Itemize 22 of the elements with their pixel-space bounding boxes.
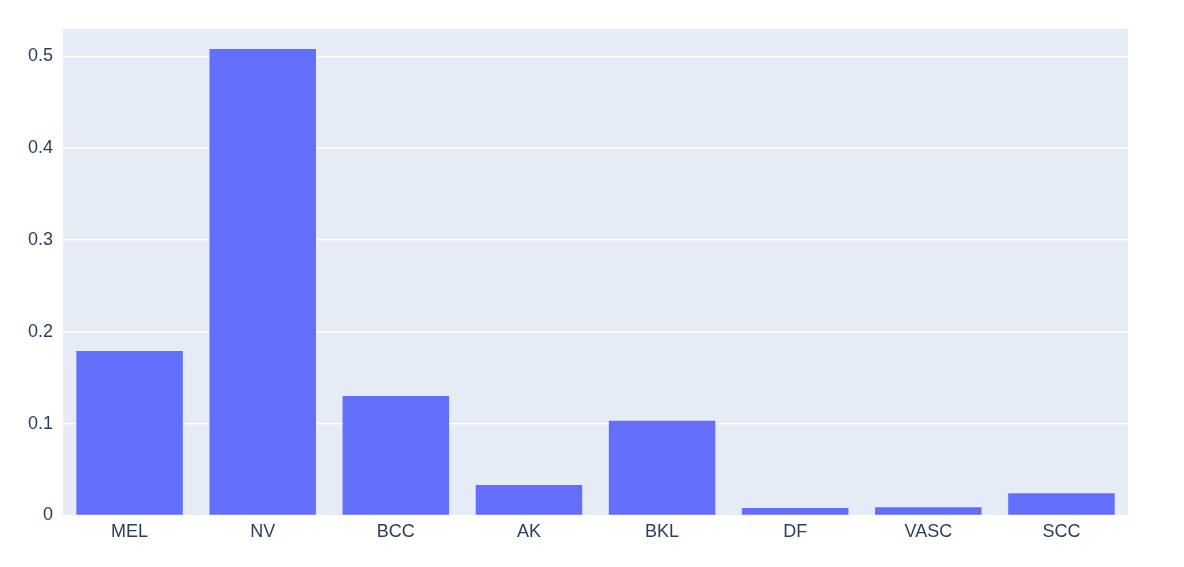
x-tick-label: MEL bbox=[111, 521, 149, 542]
y-tick-label: 0.4 bbox=[27, 137, 54, 158]
bar bbox=[475, 485, 583, 515]
bar bbox=[76, 351, 183, 515]
x-tick-label: DF bbox=[783, 521, 808, 542]
x-tick-label: BKL bbox=[645, 521, 680, 542]
y-tick-label: 0.2 bbox=[27, 320, 54, 341]
bar bbox=[875, 507, 982, 515]
y-tick-label: 0.1 bbox=[27, 412, 54, 433]
x-tick-label: BCC bbox=[376, 521, 415, 542]
bar bbox=[608, 420, 716, 515]
bar bbox=[1008, 493, 1115, 515]
y-tick-label: 0 bbox=[43, 504, 54, 525]
y-tick-label: 0.5 bbox=[27, 45, 54, 66]
x-tick-label: AK bbox=[516, 521, 541, 542]
bar bbox=[342, 396, 450, 515]
bar bbox=[741, 508, 849, 515]
x-tick-label: SCC bbox=[1042, 521, 1081, 542]
x-tick-label: NV bbox=[250, 521, 276, 542]
y-tick-label: 0.3 bbox=[27, 228, 54, 249]
x-tick-label: VASC bbox=[904, 521, 953, 542]
bar bbox=[209, 49, 316, 515]
